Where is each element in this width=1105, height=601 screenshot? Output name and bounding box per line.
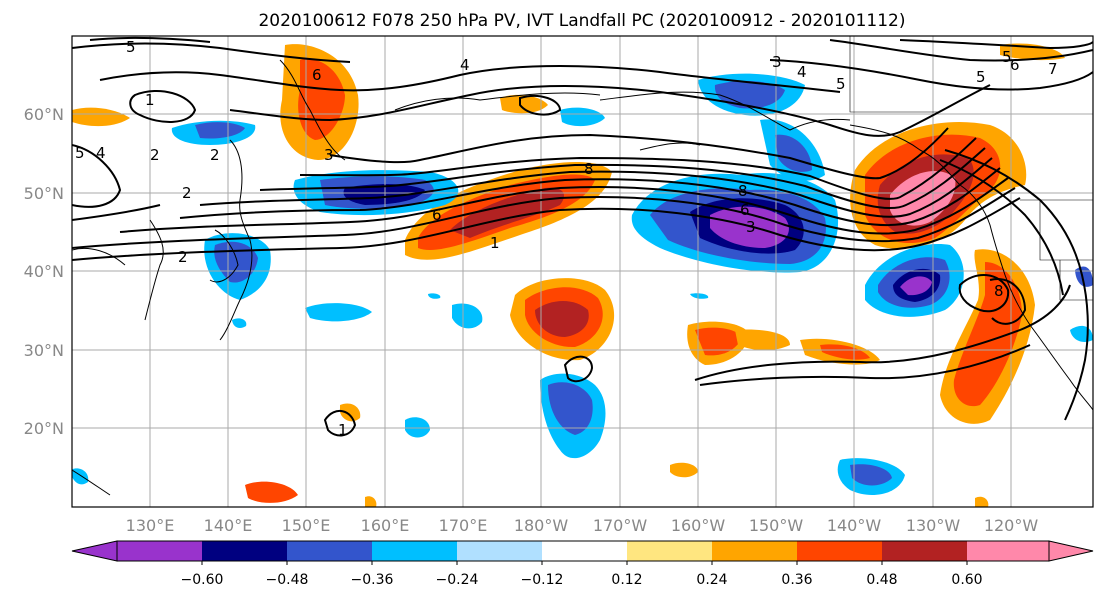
lon-label: 160°E	[361, 516, 410, 535]
colorbar-tick-label: −0.12	[521, 572, 564, 588]
contour-label: 1	[338, 421, 348, 439]
colorbar-segment	[882, 541, 967, 561]
lon-label: 140°W	[827, 516, 882, 535]
contour-label: 2	[182, 184, 192, 202]
contour-label: 5	[75, 144, 85, 162]
contour-label: 5	[126, 38, 136, 56]
contour-label: 5	[1002, 48, 1012, 66]
colorbar-segment	[967, 541, 1049, 561]
pv-contours	[72, 36, 1093, 437]
contour-label: 4	[460, 56, 470, 74]
lon-label: 130°E	[126, 516, 175, 535]
colorbar-tick-label: 0.12	[611, 572, 642, 588]
contour-label: 3	[772, 53, 782, 71]
lat-label: 30°N	[24, 341, 64, 360]
contour-label: 3	[324, 146, 334, 164]
lon-label: 180°W	[514, 516, 569, 535]
lat-label: 20°N	[24, 419, 64, 438]
contour-label: 5	[976, 68, 986, 86]
contour-label: 6	[1010, 56, 1020, 74]
figure-title: 2020100612 F078 250 hPa PV, IVT Landfall…	[258, 11, 905, 31]
colorbar-segment	[372, 541, 457, 561]
latitude-labels: 60°N 50°N 40°N 30°N 20°N	[24, 105, 64, 438]
colorbar-tick-label: 0.48	[866, 572, 897, 588]
colorbar-segment	[457, 541, 542, 561]
colorbar-extend-high	[1048, 540, 1094, 562]
contour-label: 6	[740, 201, 750, 219]
contour-label: 2	[210, 146, 220, 164]
colorbar-tick-label: 0.60	[951, 572, 982, 588]
colorbar-tick-label: −0.48	[266, 572, 309, 588]
lon-label: 140°E	[204, 516, 253, 535]
colorbar-segment	[797, 541, 882, 561]
contour-label: 2	[150, 146, 160, 164]
lon-label: 160°W	[671, 516, 726, 535]
contour-label: 8	[738, 182, 748, 200]
colorbar-tick-label: −0.24	[436, 572, 479, 588]
contour-label: 3	[746, 218, 756, 236]
contour-label: 1	[490, 234, 500, 252]
lon-label: 170°W	[593, 516, 648, 535]
contour-label: 1	[145, 91, 155, 109]
lon-label: 150°W	[749, 516, 804, 535]
contour-label: 4	[96, 144, 106, 162]
lon-label: 120°W	[984, 516, 1039, 535]
colorbar-segment	[712, 541, 797, 561]
colorbar-segment	[287, 541, 372, 561]
lat-label: 50°N	[24, 184, 64, 203]
gridlines	[72, 36, 1093, 507]
map-panel: 5 6 4 2 1 3 4 5 6 5 8 6 3 5 8 2 4 2 3 2	[71, 35, 1094, 508]
contour-label: 7	[1048, 60, 1058, 78]
lon-label: 170°E	[439, 516, 488, 535]
colorbar-extend-low	[71, 540, 118, 562]
contour-label: 5	[836, 75, 846, 93]
lat-label: 60°N	[24, 105, 64, 124]
colorbar-tick-label: 0.24	[696, 572, 727, 588]
contour-label: 8	[584, 160, 594, 178]
lon-label: 130°W	[906, 516, 961, 535]
contour-label: 6	[432, 206, 442, 224]
colorbar-tick-label: −0.60	[181, 572, 224, 588]
contour-label: 8	[994, 282, 1004, 300]
colorbar: −0.60 −0.48 −0.36 −0.24 −0.12 0.12 0.24 …	[71, 540, 1094, 588]
lon-label: 150°E	[282, 516, 331, 535]
colorbar-tick-label: −0.36	[351, 572, 394, 588]
colorbar-tick-label: 0.36	[781, 572, 812, 588]
lat-label: 40°N	[24, 262, 64, 281]
contour-label: 6	[312, 66, 322, 84]
contour-labels: 5 6 4 2 1 3 4 5 6 5 8 6 3 5 8 2 4 2 3 2	[75, 38, 1058, 439]
colorbar-segment	[542, 541, 627, 561]
contour-label: 2	[178, 248, 188, 266]
colorbar-segment	[117, 541, 202, 561]
colorbar-segment	[627, 541, 712, 561]
longitude-labels: 130°E 140°E 150°E 160°E 170°E 180°W 170°…	[126, 516, 1039, 535]
contour-label: 4	[797, 63, 807, 81]
colorbar-segment	[202, 541, 287, 561]
